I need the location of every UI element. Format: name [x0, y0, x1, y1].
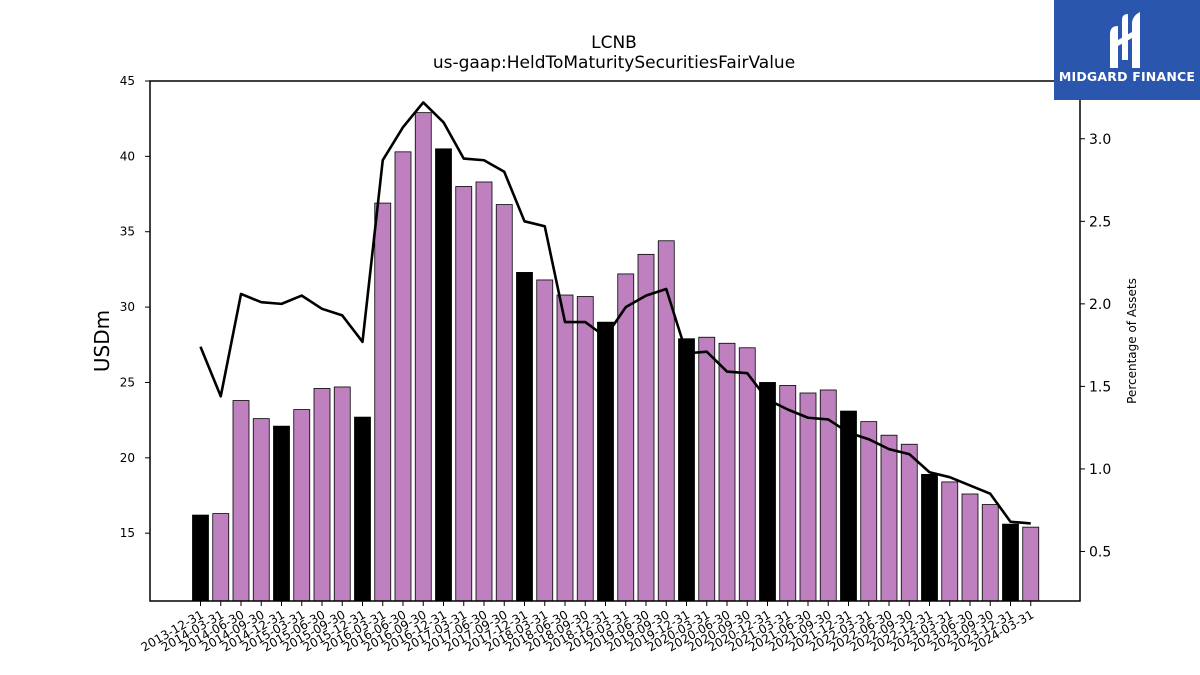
bar: [252, 418, 270, 602]
y-axis-label: USDm: [90, 310, 114, 372]
bar: [941, 481, 959, 602]
bar: [921, 473, 938, 602]
bar: [495, 204, 513, 602]
y-tick-label: 40: [120, 149, 135, 163]
y-axis-left: 15 20 25 30 35 40 45: [120, 74, 150, 540]
bar: [394, 151, 412, 602]
bar: [435, 148, 452, 602]
bars: [192, 112, 1040, 602]
bar: [1002, 523, 1019, 602]
bar: [981, 504, 999, 602]
logo-mark-icon: [1110, 12, 1140, 68]
bar: [961, 493, 979, 602]
y-tick-label: 15: [120, 526, 135, 540]
bar: [313, 388, 331, 602]
bar: [799, 392, 817, 602]
plot-frame: [149, 80, 1081, 602]
y-tick-label-right: 1.0: [1089, 462, 1111, 478]
bar: [293, 409, 311, 602]
y-tick-label-right: 0.5: [1089, 544, 1111, 560]
x-axis: 2013-12-312014-03-312014-06-302014-09-30…: [139, 601, 1036, 654]
bar: [840, 410, 857, 602]
bar: [536, 279, 554, 602]
bar: [738, 347, 756, 602]
y-tick-label: 35: [120, 225, 135, 239]
bar: [354, 416, 371, 602]
brand-logo: MIDGARD FINANCE: [1054, 0, 1200, 100]
bar: [698, 336, 716, 602]
y-axis-right: 0.5 1.0 1.5 2.0 2.5 3.0: [1080, 132, 1111, 560]
bar: [880, 434, 898, 602]
bar: [414, 112, 432, 602]
bar: [597, 321, 614, 602]
y-tick-label-right: 2.5: [1089, 214, 1111, 230]
y-axis-label-right: Percentage of Assets: [1125, 278, 1139, 404]
bar: [556, 294, 574, 602]
bar: [900, 443, 918, 602]
bar: [192, 514, 209, 602]
y-tick-label: 30: [120, 300, 135, 314]
bar: [637, 253, 655, 602]
line-layer: [199, 101, 1031, 525]
y-tick-label-right: 1.5: [1089, 379, 1111, 395]
bar: [1022, 526, 1040, 602]
y-tick-label: 45: [120, 74, 135, 88]
bar: [273, 425, 290, 602]
bar: [455, 186, 473, 602]
y-tick-label-right: 3.0: [1089, 132, 1111, 148]
bar: [718, 342, 736, 602]
bar: [759, 382, 776, 602]
bar: [516, 272, 533, 602]
bar: [860, 421, 878, 602]
bar: [374, 202, 392, 602]
bar: [657, 240, 675, 602]
y-tick-label-right: 2.0: [1089, 297, 1111, 313]
bar: [212, 513, 230, 602]
bar: [576, 296, 594, 602]
bar: [475, 181, 493, 602]
bar: [617, 273, 635, 602]
chart-title: LCNB: [591, 33, 637, 53]
bar: [232, 400, 250, 602]
series-line: [199, 101, 1031, 525]
bar: [779, 385, 797, 602]
y-tick-label: 20: [120, 451, 135, 465]
logo-text: MIDGARD FINANCE: [1058, 69, 1196, 84]
bar: [678, 338, 695, 602]
bar: [333, 386, 351, 602]
y-tick-label: 25: [120, 375, 135, 389]
chart-subtitle: us-gaap:HeldToMaturitySecuritiesFairValu…: [433, 53, 795, 73]
